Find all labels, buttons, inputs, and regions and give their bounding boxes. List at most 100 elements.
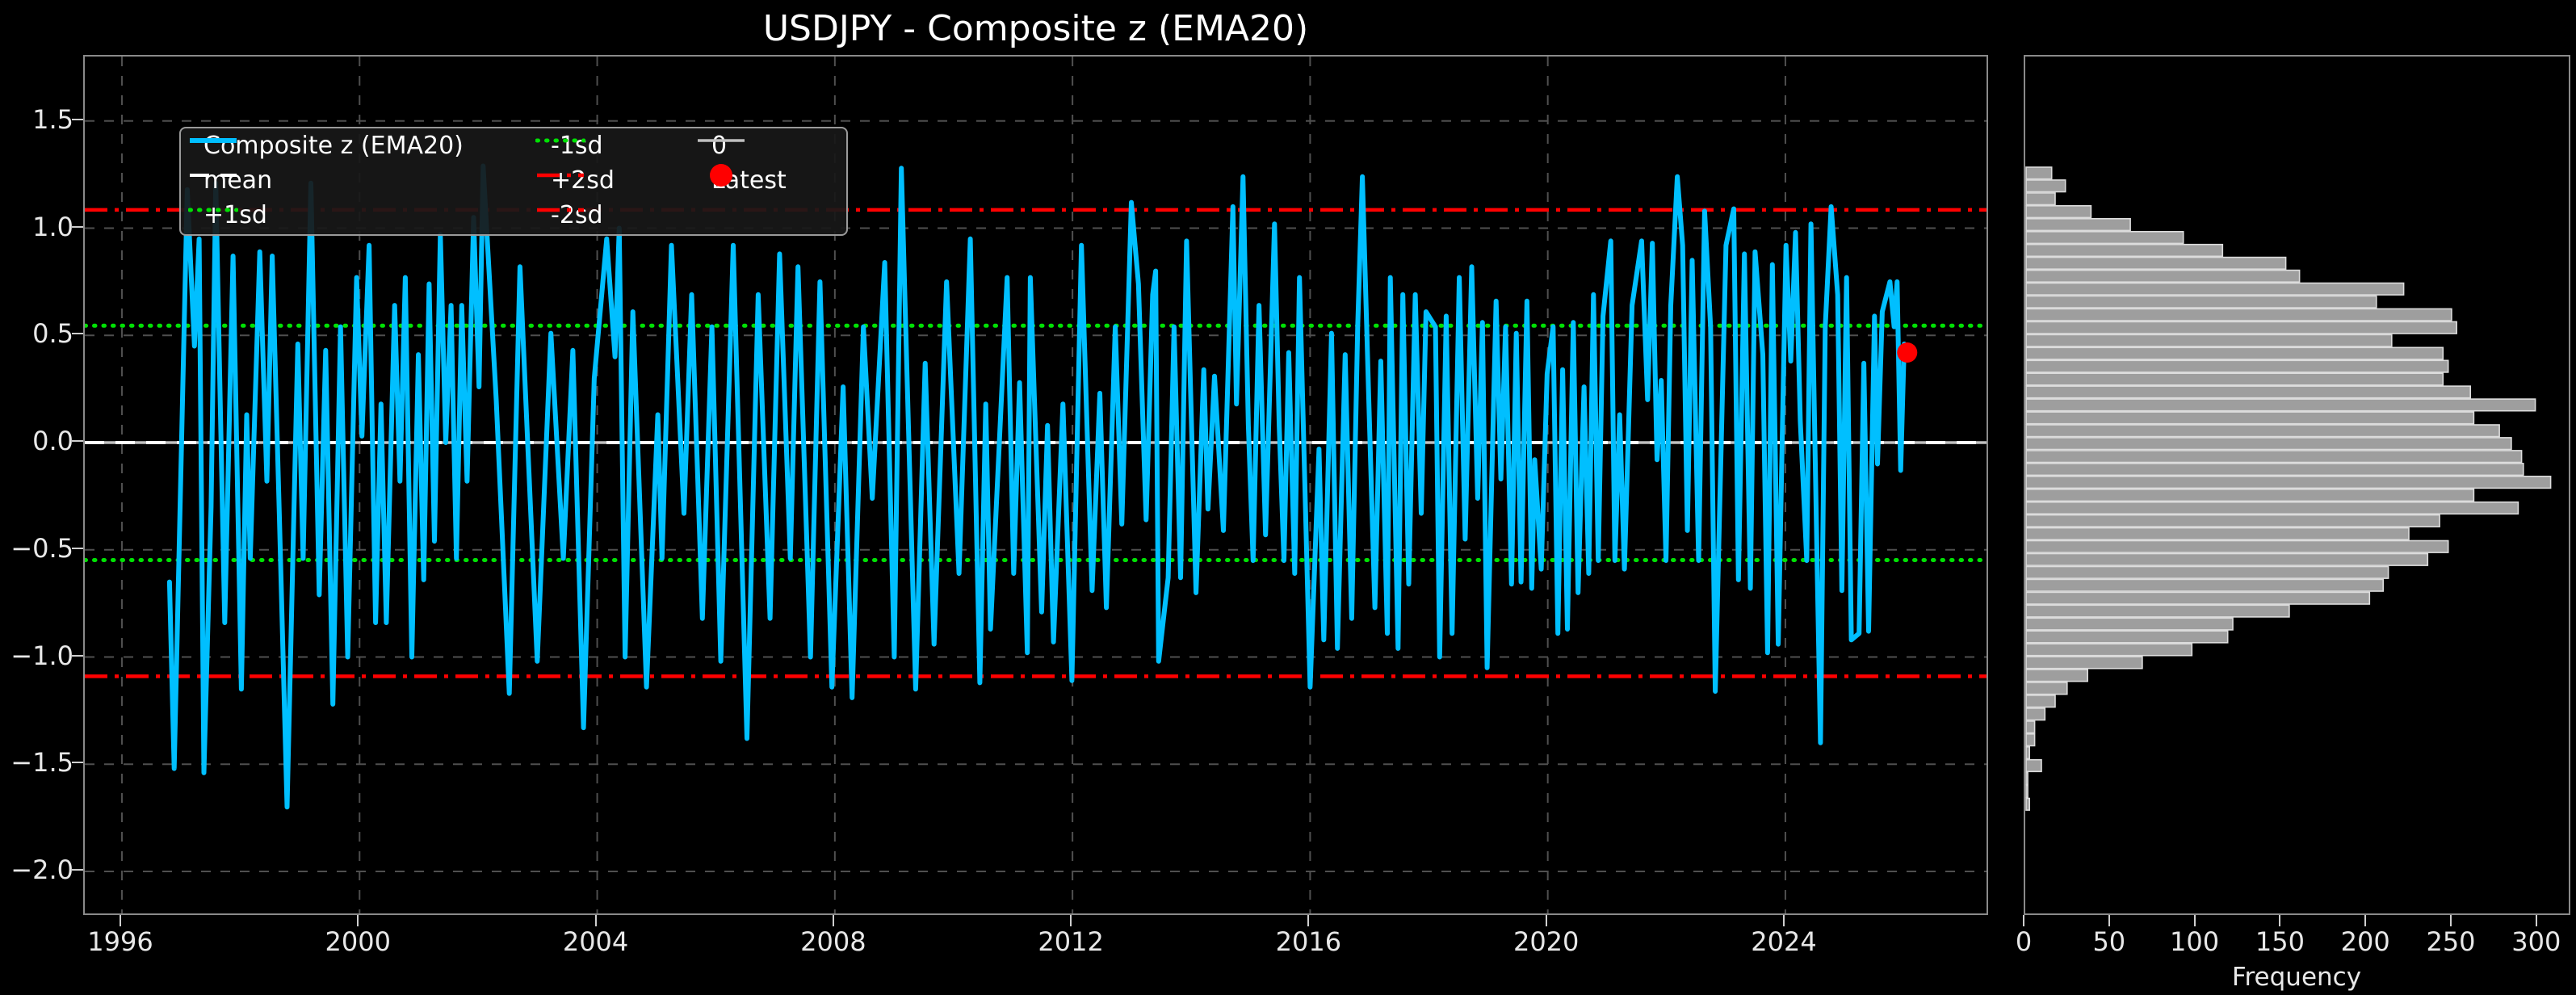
chart-title: USDJPY - Composite z (EMA20) [762,8,1309,49]
x-tick-label: 2008 [800,926,866,957]
hist-x-tick-mark [2450,915,2452,926]
hist-bar [2025,205,2092,219]
histogram-xlabel: Frequency [2231,963,2362,992]
legend-item-plus1sd: +1sd [188,198,267,233]
legend-latest-dot [710,164,732,187]
y-tick-mark [72,762,83,764]
hist-bar [2025,231,2184,245]
x-tick-label: 2020 [1512,926,1580,957]
legend-sample-solid-icon [698,139,745,142]
y-tick-mark [72,547,83,549]
legend-sample-dot-icon [710,164,732,187]
x-tick-label: 2016 [1275,926,1342,957]
x-tick-mark [1070,915,1072,926]
legend-label: -1sd [551,132,603,160]
y-tick-label: −1.5 [10,747,73,779]
hist-bar [2025,695,2056,708]
x-tick-mark [1545,915,1547,926]
hist-bar [2025,630,2229,644]
x-tick-mark [594,915,597,926]
hist-x-tick-mark [2364,915,2367,926]
legend-item-zero: 0 [696,128,745,163]
x-tick-mark [832,915,834,926]
hist-bar [2025,243,2224,258]
hist-bar [2025,321,2458,334]
legend-label: -2sd [551,201,603,229]
legend-label: 0 [711,132,728,160]
legend-sample-dotted-icon [535,138,585,143]
timeseries-plot [85,57,1987,913]
hist-bar [2025,707,2046,721]
hist-bar [2025,552,2429,566]
y-tick-mark [72,333,83,335]
y-tick-mark [72,869,83,871]
hist-bar [2025,591,2371,605]
hist-x-tick-label: 150 [2255,926,2305,957]
legend-item-composite: Composite z (EMA20) [188,128,464,163]
y-tick-label: −1.0 [10,640,73,671]
hist-bar [2025,488,2475,502]
y-tick-label: 1.0 [32,211,73,242]
hist-bar [2025,656,2143,670]
hist-bar [2025,359,2449,373]
hist-bar [2025,733,2036,747]
y-tick-label: −2.0 [10,854,73,885]
legend-item-plus2sd: +2sd [535,163,615,198]
hist-bar [2025,179,2066,193]
hist-x-tick-label: 100 [2170,926,2220,957]
hist-bar [2025,784,2028,798]
y-tick-label: 1.5 [32,103,73,135]
x-tick-mark [1782,915,1785,926]
legend-item-mean: mean [188,163,272,198]
hist-bar [2025,604,2290,618]
hist-bar [2025,745,2030,760]
hist-bar [2025,475,2552,489]
hist-x-tick-mark [2023,915,2024,926]
hist-bar [2025,269,2301,283]
x-tick-mark [1307,915,1310,926]
histogram-plot-area [2024,55,2570,915]
legend-item-minus1sd: -1sd [535,128,603,163]
hist-bar [2025,539,2449,553]
hist-x-tick-mark [2193,915,2196,926]
hist-x-tick-label: 0 [2015,926,2033,957]
x-tick-mark [120,915,121,926]
legend-label: +2sd [551,166,615,195]
hist-bar [2025,385,2472,399]
hist-bar [2025,437,2512,451]
x-tick-label: 2024 [1751,926,1817,957]
hist-x-tick-label: 200 [2340,926,2390,957]
legend-item-minus2sd: -2sd [535,198,603,233]
hist-bar [2025,218,2131,232]
hist-bar [2025,758,2042,773]
hist-bar [2025,578,2385,592]
x-tick-label: 2012 [1038,926,1104,957]
legend-sample-line-icon [190,138,237,143]
latest-point-marker [1897,342,1918,363]
hist-bar [2025,720,2036,734]
hist-bar [2025,501,2519,515]
x-tick-mark [357,915,359,926]
y-tick-mark [72,225,83,228]
y-tick-label: −0.5 [10,532,73,564]
legend-label: mean [203,166,273,195]
histogram-plot [2025,166,2552,811]
legend-label: +1sd [203,201,267,229]
y-tick-label: 0.5 [32,318,73,350]
hist-bar [2025,295,2377,309]
hist-bar [2025,256,2287,271]
hist-x-tick-label: 250 [2426,926,2476,957]
main-plot-area: Composite z (EMA20) mean +1sd -1sd +2sd … [83,55,1988,915]
hist-bar [2025,617,2234,631]
hist-x-tick-label: 50 [2092,926,2126,957]
legend-sample-dashed-icon [190,174,237,177]
legend-sample-dashdot-icon [537,173,584,178]
hist-bar [2025,462,2524,477]
y-tick-mark [72,654,83,657]
x-tick-label: 2004 [562,926,629,957]
hist-bar [2025,643,2193,657]
hist-bar [2025,669,2088,682]
hist-x-tick-mark [2279,915,2281,926]
legend-sample-dashdot-icon [537,208,584,212]
